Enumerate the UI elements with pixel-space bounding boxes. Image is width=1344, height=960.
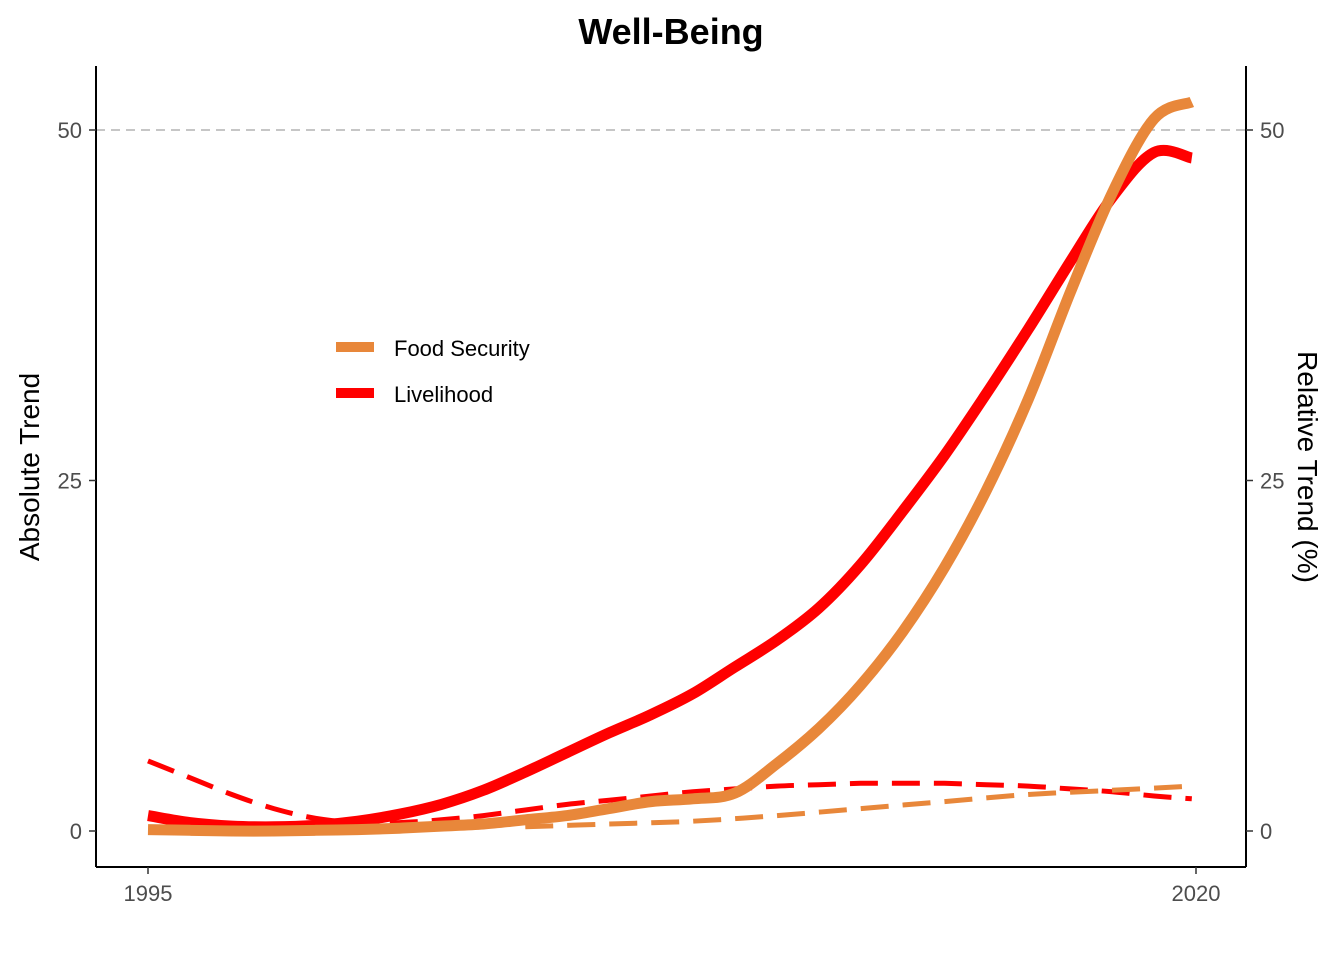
legend-label-food-security: Food Security [394,336,530,361]
series-1-livelihood-absolute-line [147,144,1194,833]
legend: Food Security Livelihood [336,336,530,407]
series-3-unlabeled-relative-line [147,758,1192,826]
y-tick-label-left-50: 50 [58,118,82,143]
chart-title: Well-Being [578,11,763,52]
x-tick-label-1995: 1995 [124,881,173,906]
series-layer [147,96,1195,837]
series-2-unlabeled-relative-line [525,783,1192,830]
y-axis-title-right: Relative Trend (%) [1292,351,1323,583]
y-tick-label-right-25: 25 [1260,469,1284,494]
y-tick-label-right-50: 50 [1260,118,1284,143]
y-tick-label-left-25: 25 [58,469,82,494]
series-0-food-security-absolute-line [147,96,1195,837]
legend-label-livelihood: Livelihood [394,382,493,407]
y-tick-label-left-0: 0 [70,819,82,844]
y-tick-label-right-0: 0 [1260,819,1272,844]
x-tick-label-2020: 2020 [1172,881,1221,906]
y-axis-title-left: Absolute Trend [14,373,45,561]
ticks-layer: 0 25 50 0 25 50 1995 2020 [58,118,1285,906]
